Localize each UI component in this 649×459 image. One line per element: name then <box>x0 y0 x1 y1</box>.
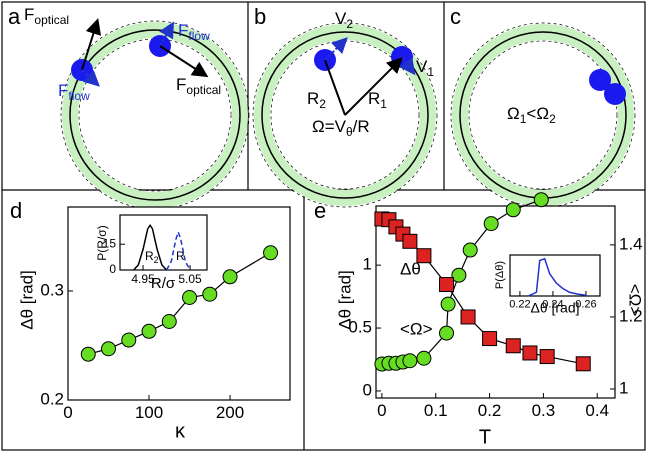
x-tick-label: 200 <box>216 403 244 422</box>
data-point <box>539 349 555 365</box>
data-point <box>482 331 498 347</box>
data-point <box>141 323 157 339</box>
panel-label: c <box>450 4 461 29</box>
formula: Ω=Vθ/R <box>312 117 370 139</box>
data-point <box>121 332 137 348</box>
series-line <box>527 257 587 297</box>
y-axis-label: Δθ [rad] <box>335 270 354 330</box>
data-point <box>505 338 521 354</box>
data-point <box>451 267 467 283</box>
plot-frame <box>509 254 601 297</box>
data-point <box>533 192 549 208</box>
data-point <box>161 313 177 329</box>
x-tick-label: 100 <box>135 403 163 422</box>
data-point <box>462 242 478 258</box>
y-tick-label: 15 <box>103 236 117 250</box>
y-tick-label: 0 <box>363 380 372 399</box>
x-tick-label: 0.3 <box>532 401 556 420</box>
data-point <box>101 341 117 357</box>
radius-label: R1 <box>368 89 387 111</box>
force-label: Fflow <box>178 21 210 43</box>
data-point <box>575 356 591 372</box>
data-point <box>263 245 279 261</box>
x-tick-label: 0 <box>377 401 386 420</box>
force-label: Foptical <box>176 75 221 97</box>
y-tick-label: 0.3 <box>40 280 64 299</box>
y-tick-label: 0.2 <box>40 389 64 408</box>
y-axis-label: P(Δθ) <box>494 261 506 289</box>
x-axis-label: Δθ [rad] <box>530 300 579 316</box>
x-tick-label: 0 <box>63 403 72 422</box>
data-point <box>416 350 432 366</box>
y2-tick-label: 1.4 <box>619 234 643 253</box>
series-line <box>133 223 168 271</box>
data-point <box>460 309 476 325</box>
data-point <box>222 269 238 285</box>
series-label: <Ω> <box>400 319 433 338</box>
y-axis-label: Δθ [rad] <box>17 270 36 330</box>
data-point <box>182 290 198 306</box>
plot-frame <box>119 214 208 271</box>
y-axis-label: P(R/σ) <box>95 225 109 260</box>
panel-label: b <box>254 4 266 29</box>
force-label: Foptical <box>24 5 69 27</box>
x-tick-label: 0.1 <box>424 401 448 420</box>
x-axis-label: T <box>479 426 491 448</box>
y-tick-label: 0.5 <box>348 318 372 337</box>
series-label: Δθ <box>400 259 421 278</box>
arrows <box>81 18 416 116</box>
panel-label: a <box>8 4 21 29</box>
beads <box>71 35 626 105</box>
y-tick-label: 1 <box>363 255 372 274</box>
y2-tick-label: 1 <box>619 378 628 397</box>
annotation-sub: 2 <box>154 255 159 265</box>
x-tick-label: 0.2 <box>478 401 502 420</box>
data-point <box>439 325 455 341</box>
x-axis-label: R/σ <box>151 275 176 292</box>
force-label: Fflow <box>58 81 90 103</box>
y2-axis-label: <Ω> <box>626 284 645 317</box>
x-tick-label: 0.22 <box>509 299 530 311</box>
x-tick-label: 0.4 <box>585 401 609 420</box>
annotation-text: R <box>176 249 185 263</box>
y2-tick-label: 1.2 <box>619 306 643 325</box>
data-point <box>402 233 418 249</box>
data-point <box>402 353 418 369</box>
data-point <box>439 277 455 293</box>
annotation-text: R <box>145 249 154 263</box>
radius-label: R2 <box>307 89 326 111</box>
x-tick-label: 0.26 <box>575 299 596 311</box>
velocity-label: V1 <box>416 57 434 79</box>
panel-label: d <box>10 198 22 223</box>
formula: Ω1<Ω2 <box>507 104 556 126</box>
x-tick-label: 0.24 <box>542 299 563 311</box>
annotation: R2 <box>145 249 159 265</box>
velocity-label: V2 <box>335 9 353 31</box>
annotation: R <box>176 249 185 263</box>
data-point <box>440 296 456 312</box>
y-tick-label: 0 <box>109 262 116 276</box>
panel-label: e <box>314 198 326 223</box>
data-point <box>80 346 96 362</box>
data-point <box>505 202 521 218</box>
x-axis-label: κ <box>175 420 186 442</box>
rings <box>60 20 636 210</box>
data-point <box>522 345 538 361</box>
data-point <box>202 286 218 302</box>
x-tick-label: 5.05 <box>178 272 202 286</box>
series-line <box>165 229 191 271</box>
data-point <box>416 248 432 264</box>
data-point <box>483 216 499 232</box>
x-tick-label: 4.95 <box>131 272 155 286</box>
